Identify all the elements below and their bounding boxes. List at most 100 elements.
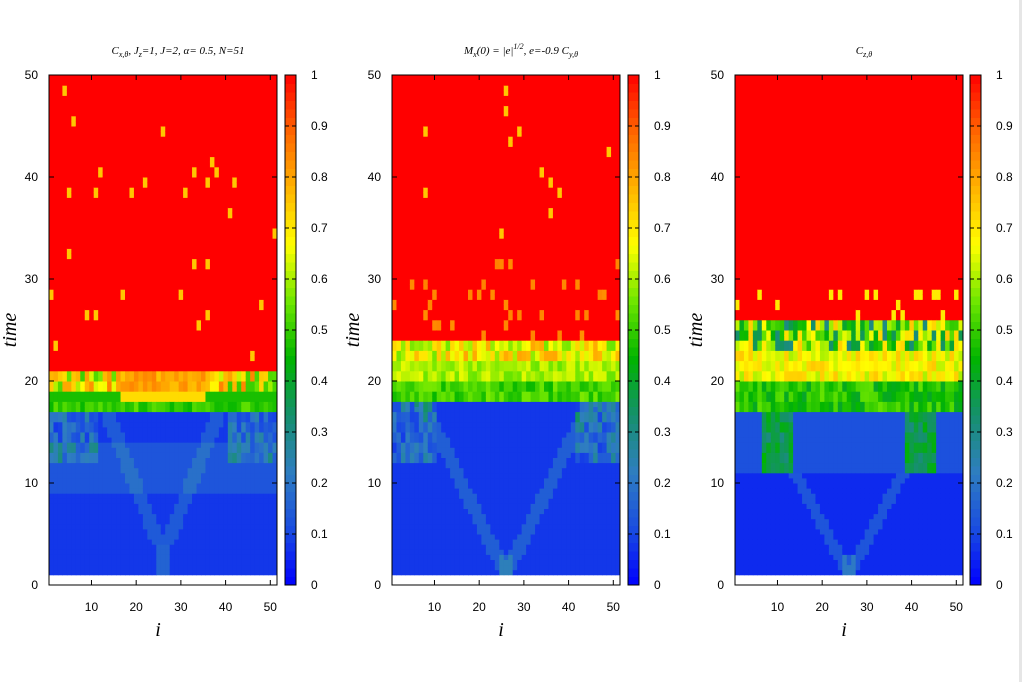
heatmap-cell: [125, 324, 130, 331]
heatmap-cell: [102, 528, 108, 535]
heatmap-cell: [111, 258, 117, 265]
heatmap-cell: [187, 386, 193, 392]
heatmap-cell: [151, 467, 157, 474]
heatmap-cell: [209, 90, 215, 96]
heatmap-cell: [241, 437, 247, 443]
heatmap-cell: [62, 350, 68, 356]
heatmap-cell: [160, 330, 166, 336]
heatmap-cell: [89, 243, 95, 249]
heatmap-cell: [165, 299, 171, 305]
heatmap-cell: [107, 268, 113, 275]
heatmap-cell: [102, 503, 108, 509]
heatmap-cell: [147, 192, 153, 198]
heatmap-cell: [165, 381, 171, 387]
heatmap-cell: [80, 406, 86, 413]
heatmap-cell: [245, 457, 251, 464]
heatmap-cell: [49, 126, 54, 132]
heatmap-cell: [236, 528, 242, 535]
heatmap-cell: [223, 554, 229, 560]
heatmap-cell: [129, 549, 135, 555]
heatmap-cell: [254, 549, 260, 555]
heatmap-cell: [263, 146, 269, 152]
heatmap-cell: [156, 136, 162, 142]
heatmap-cell: [102, 340, 108, 346]
heatmap-cell: [133, 416, 139, 423]
heatmap-cell: [62, 355, 68, 362]
heatmap-cell: [268, 268, 274, 275]
heatmap-cell: [111, 243, 117, 249]
heatmap-cell: [49, 166, 54, 173]
heatmap-cell: [201, 217, 206, 224]
heatmap-cell: [75, 304, 81, 311]
heatmap-cell: [66, 564, 72, 571]
heatmap-cell: [129, 513, 135, 520]
heatmap-cell: [49, 120, 54, 127]
heatmap-cell: [223, 238, 229, 244]
heatmap-cell: [138, 523, 144, 530]
heatmap-cell: [218, 452, 224, 458]
heatmap-cell: [57, 192, 63, 198]
heatmap-cell: [49, 75, 54, 81]
heatmap-cell: [272, 391, 278, 397]
heatmap-cell: [98, 228, 104, 234]
heatmap-cell: [245, 273, 251, 280]
heatmap-cell: [125, 528, 130, 535]
heatmap-cell: [178, 350, 184, 356]
heatmap-cell: [147, 151, 153, 158]
heatmap-cell: [147, 222, 153, 229]
heatmap-cell: [236, 85, 242, 91]
heatmap-cell: [169, 391, 175, 397]
heatmap-cell: [98, 345, 104, 351]
heatmap-cell: [53, 488, 59, 494]
heatmap-cell: [183, 518, 189, 525]
heatmap-cell: [66, 523, 72, 530]
heatmap-cell: [142, 360, 148, 367]
heatmap-cell: [107, 289, 113, 295]
heatmap-cell: [89, 192, 95, 198]
heatmap-cell: [62, 294, 68, 300]
heatmap-cell: [218, 472, 224, 479]
heatmap-cell: [183, 228, 189, 234]
heatmap-cell: [232, 319, 238, 326]
heatmap-cell: [120, 330, 126, 336]
heatmap-cell: [232, 375, 238, 382]
heatmap-cell: [120, 156, 126, 163]
heatmap-cell: [120, 151, 126, 158]
heatmap-cell: [254, 141, 260, 147]
heatmap-cell: [192, 391, 198, 397]
heatmap-cell: [214, 335, 220, 341]
heatmap-cell: [142, 207, 148, 214]
heatmap-cell: [254, 437, 260, 443]
heatmap-cell: [227, 437, 233, 443]
heatmap-cell: [62, 299, 68, 305]
heatmap-cell: [111, 131, 117, 137]
heatmap-cell: [62, 115, 68, 122]
heatmap-cell: [169, 508, 175, 515]
heatmap-cell: [268, 462, 274, 469]
heatmap-cell: [169, 421, 175, 428]
heatmap-cell: [250, 508, 256, 515]
heatmap-cell: [268, 549, 274, 555]
heatmap-cell: [245, 432, 251, 438]
heatmap-cell: [236, 370, 242, 377]
heatmap-cell: [71, 375, 77, 382]
heatmap-cell: [156, 421, 162, 428]
heatmap-cell: [98, 217, 104, 224]
heatmap-cell: [223, 228, 229, 234]
heatmap-cell: [129, 304, 135, 311]
heatmap-cell: [201, 268, 206, 275]
heatmap-cell: [263, 171, 269, 178]
heatmap-cell: [178, 85, 184, 91]
heatmap-cell: [263, 253, 269, 260]
heatmap-cell: [205, 340, 211, 346]
heatmap-cell: [192, 477, 198, 484]
heatmap-cell: [49, 370, 54, 377]
heatmap-cell: [245, 488, 251, 494]
heatmap-cell: [254, 503, 260, 509]
heatmap-cell: [151, 335, 157, 341]
heatmap-cell: [62, 335, 68, 341]
heatmap-cell: [80, 85, 86, 91]
heatmap-cell: [165, 544, 171, 550]
heatmap-cell: [80, 421, 86, 428]
heatmap-cell: [156, 508, 162, 515]
